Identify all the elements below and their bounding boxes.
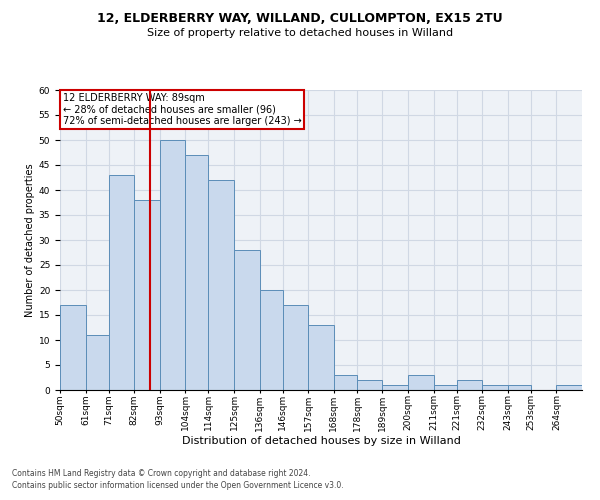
Bar xyxy=(260,290,283,390)
Bar xyxy=(109,175,134,390)
Text: 12 ELDERBERRY WAY: 89sqm
← 28% of detached houses are smaller (96)
72% of semi-d: 12 ELDERBERRY WAY: 89sqm ← 28% of detach… xyxy=(62,93,301,126)
Bar xyxy=(283,305,308,390)
Y-axis label: Number of detached properties: Number of detached properties xyxy=(25,163,35,317)
Bar xyxy=(357,380,382,390)
X-axis label: Distribution of detached houses by size in Willand: Distribution of detached houses by size … xyxy=(182,436,460,446)
Bar xyxy=(408,375,434,390)
Bar xyxy=(556,385,582,390)
Text: Contains public sector information licensed under the Open Government Licence v3: Contains public sector information licen… xyxy=(12,481,344,490)
Bar xyxy=(308,325,334,390)
Bar xyxy=(434,385,457,390)
Bar xyxy=(60,305,86,390)
Bar xyxy=(185,155,208,390)
Bar xyxy=(134,200,160,390)
Bar xyxy=(457,380,482,390)
Bar xyxy=(482,385,508,390)
Text: Size of property relative to detached houses in Willand: Size of property relative to detached ho… xyxy=(147,28,453,38)
Bar xyxy=(382,385,408,390)
Bar xyxy=(334,375,357,390)
Bar xyxy=(508,385,531,390)
Bar xyxy=(208,180,234,390)
Bar xyxy=(160,140,185,390)
Text: Contains HM Land Registry data © Crown copyright and database right 2024.: Contains HM Land Registry data © Crown c… xyxy=(12,468,311,477)
Bar xyxy=(86,335,109,390)
Text: 12, ELDERBERRY WAY, WILLAND, CULLOMPTON, EX15 2TU: 12, ELDERBERRY WAY, WILLAND, CULLOMPTON,… xyxy=(97,12,503,26)
Bar xyxy=(234,250,260,390)
